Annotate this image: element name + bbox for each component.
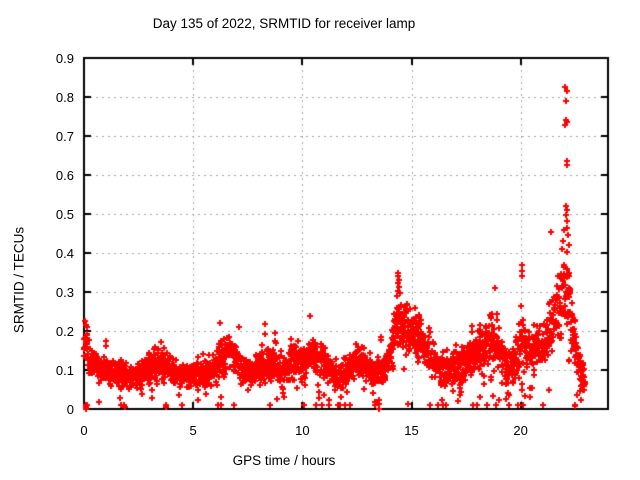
y-tick-label: 0.4 bbox=[55, 246, 74, 261]
chart-title: Day 135 of 2022, SRMTID for receiver lam… bbox=[152, 16, 416, 31]
y-tick-label: 0 bbox=[66, 402, 74, 417]
x-tick-label: 20 bbox=[513, 423, 528, 438]
x-tick-label: 0 bbox=[80, 423, 88, 438]
x-tick-label: 10 bbox=[295, 423, 310, 438]
x-axis-label: GPS time / hours bbox=[232, 453, 336, 468]
x-tick-label: 15 bbox=[404, 423, 419, 438]
y-tick-label: 0.6 bbox=[55, 168, 74, 183]
y-tick-label: 0.7 bbox=[55, 129, 74, 144]
y-tick-label: 0.2 bbox=[55, 324, 74, 339]
y-tick-label: 0.8 bbox=[55, 90, 74, 105]
y-tick-label: 0.1 bbox=[55, 363, 74, 378]
y-tick-label: 0.5 bbox=[55, 207, 74, 222]
y-tick-label: 0.9 bbox=[55, 51, 74, 66]
y-tick-label: 0.3 bbox=[55, 285, 74, 300]
y-axis-label: SRMTID / TECUs bbox=[11, 226, 27, 334]
x-tick-label: 5 bbox=[189, 423, 197, 438]
